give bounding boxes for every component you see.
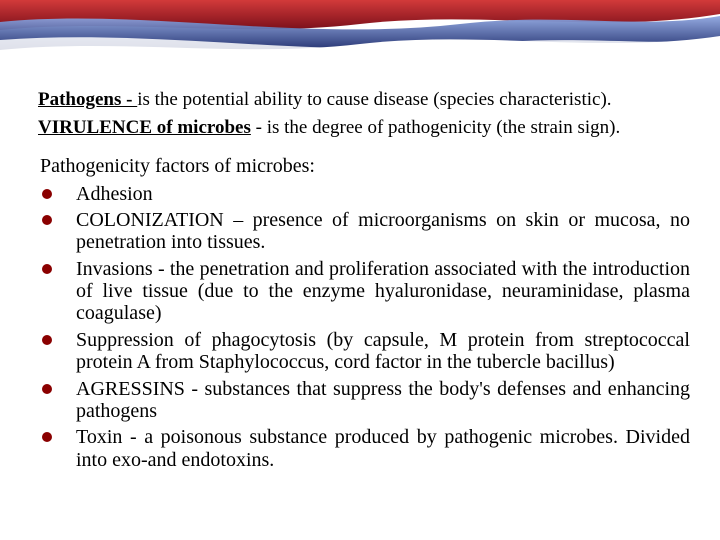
virulence-lead: VIRULENCE of microbes	[38, 117, 251, 138]
list-item: Toxin - a poisonous substance produced b…	[38, 426, 690, 471]
definition-pathogens: Pathogens - is the potential ability to …	[38, 88, 690, 112]
list-item-text: Suppression of phagocytosis (by capsule,…	[76, 329, 690, 373]
slide-content: Pathogens - is the potential ability to …	[38, 88, 690, 475]
list-item-text: Adhesion	[76, 183, 153, 205]
list-item: COLONIZATION – presence of microorganism…	[38, 209, 690, 254]
decorative-ribbon	[0, 0, 720, 70]
factors-list: Adhesion COLONIZATION – presence of micr…	[38, 183, 690, 472]
list-item-text: COLONIZATION – presence of microorganism…	[76, 209, 690, 253]
factors-heading: Pathogenicity factors of microbes:	[38, 154, 690, 179]
list-item: Suppression of phagocytosis (by capsule,…	[38, 329, 690, 374]
list-item: AGRESSINS - substances that suppress the…	[38, 378, 690, 423]
definition-virulence: VIRULENCE of microbes - is the degree of…	[38, 116, 690, 140]
list-item-text: Toxin - a poisonous substance produced b…	[76, 426, 690, 470]
virulence-rest: - is the degree of pathogenicity (the st…	[251, 117, 620, 138]
pathogens-lead: Pathogens -	[38, 89, 137, 110]
pathogens-rest: is the potential ability to cause diseas…	[137, 89, 611, 110]
list-item-text: Invasions - the penetration and prolifer…	[76, 258, 690, 325]
list-item: Invasions - the penetration and prolifer…	[38, 258, 690, 325]
list-item-text: AGRESSINS - substances that suppress the…	[76, 378, 690, 422]
list-item: Adhesion	[38, 183, 690, 205]
